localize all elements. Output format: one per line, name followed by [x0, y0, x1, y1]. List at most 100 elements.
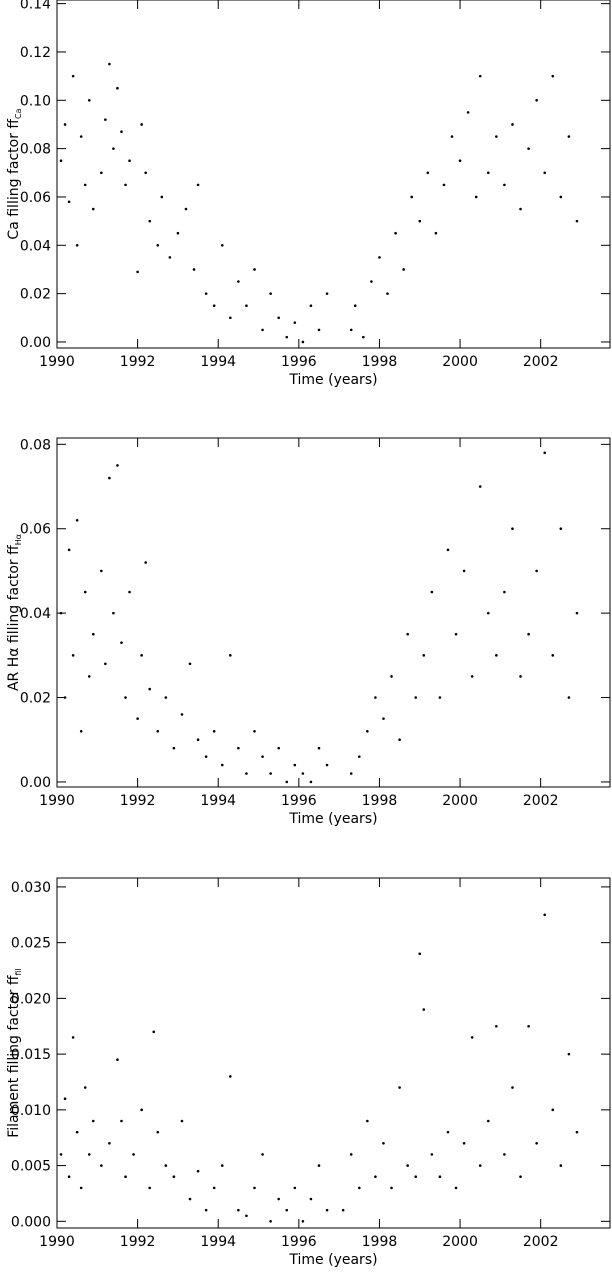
point — [394, 231, 397, 235]
point — [91, 1119, 95, 1123]
point — [370, 280, 373, 283]
x-tick-label: 2002 — [523, 793, 559, 809]
y-tick-label: 0.015 — [11, 1047, 51, 1063]
point — [486, 1119, 490, 1123]
point — [148, 687, 152, 691]
point — [164, 1164, 168, 1167]
point — [277, 746, 280, 750]
point — [317, 746, 321, 750]
point — [486, 611, 490, 615]
point — [245, 772, 248, 775]
point — [495, 135, 498, 138]
y-axis-title-sub: fil — [14, 968, 23, 975]
point — [204, 292, 208, 295]
x-tick-label: 1996 — [281, 354, 317, 370]
point — [567, 1052, 571, 1056]
point — [398, 1086, 401, 1089]
y-tick-label: 0.000 — [11, 1214, 51, 1230]
point — [495, 1024, 498, 1028]
x-tick-label: 1998 — [362, 354, 398, 370]
point — [450, 135, 454, 138]
point — [285, 335, 289, 339]
point — [390, 675, 393, 678]
point — [357, 755, 361, 758]
point — [390, 1186, 393, 1190]
point — [325, 292, 329, 295]
point — [120, 1119, 123, 1123]
point — [293, 1186, 297, 1190]
point — [386, 292, 389, 295]
plot-frame — [56, 437, 611, 788]
point — [87, 1153, 91, 1156]
x-tick-label: 1992 — [120, 354, 156, 370]
point — [156, 1130, 160, 1134]
y-tick-label: 0.005 — [11, 1159, 51, 1175]
point — [144, 171, 147, 175]
point — [180, 713, 184, 716]
x-tick-label: 1998 — [362, 1234, 398, 1250]
point — [79, 135, 83, 138]
x-axis-title: Time (years) — [288, 372, 377, 388]
point — [71, 74, 75, 78]
y-tick-label: 0.030 — [11, 880, 51, 896]
point — [172, 746, 176, 750]
point — [559, 527, 563, 531]
point — [204, 755, 208, 758]
point — [180, 1119, 184, 1123]
point — [466, 111, 470, 114]
point — [446, 1130, 450, 1134]
point — [196, 183, 200, 187]
point — [478, 74, 482, 78]
point — [543, 913, 547, 917]
y-axis-title-main: Ca filling factor ff — [6, 119, 22, 240]
point — [176, 231, 180, 235]
point — [261, 755, 264, 758]
point — [140, 123, 143, 126]
point — [67, 1175, 71, 1179]
point — [357, 1186, 361, 1190]
y-tick-label: 0.02 — [20, 691, 51, 707]
x-tick-label: 2002 — [523, 354, 559, 370]
point — [434, 231, 438, 235]
point — [229, 1075, 232, 1078]
x-tick-label: 1990 — [39, 354, 75, 370]
point — [128, 159, 131, 163]
point — [559, 1164, 563, 1167]
point — [75, 243, 79, 247]
point — [253, 729, 256, 733]
point — [301, 772, 305, 775]
x-tick-label: 1996 — [281, 793, 317, 809]
point — [148, 219, 152, 223]
point — [474, 195, 478, 199]
point — [112, 611, 115, 615]
point — [192, 268, 196, 271]
point — [128, 590, 131, 594]
point — [136, 270, 139, 274]
point — [277, 1197, 280, 1201]
point — [378, 256, 381, 259]
y-tick-label: 0.06 — [20, 522, 51, 538]
y-tick-label: 0.010 — [11, 1103, 51, 1119]
point — [462, 1141, 466, 1145]
point — [527, 632, 530, 636]
x-tick-label: 1996 — [281, 1234, 317, 1250]
point — [353, 304, 357, 308]
point — [108, 476, 111, 480]
point — [503, 183, 506, 187]
point — [156, 243, 160, 247]
point — [229, 654, 232, 657]
point — [71, 654, 75, 657]
point — [410, 195, 413, 199]
point — [156, 729, 160, 733]
point — [108, 62, 111, 66]
point — [382, 1141, 385, 1145]
x-tick-label: 2000 — [442, 793, 478, 809]
point — [104, 118, 107, 121]
point — [196, 1169, 200, 1173]
point — [317, 1164, 321, 1167]
point — [366, 1119, 369, 1123]
point — [527, 1024, 530, 1028]
point — [269, 292, 272, 295]
point — [362, 335, 365, 339]
